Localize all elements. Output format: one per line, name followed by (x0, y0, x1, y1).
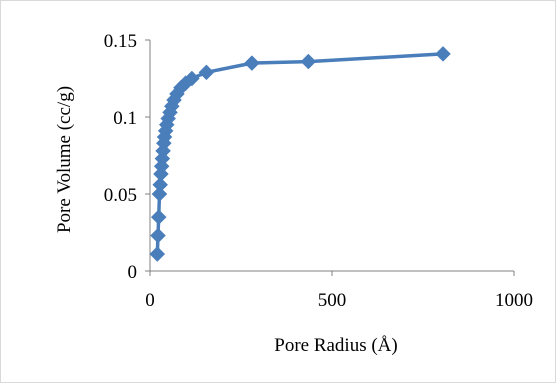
data-point-marker (244, 55, 260, 71)
y-tick-label: 0.15 (104, 31, 137, 52)
data-point-marker (150, 209, 167, 225)
y-tick-label: 0.1 (113, 108, 137, 129)
data-point-marker (198, 64, 215, 81)
data-point-marker (150, 227, 166, 244)
y-ticks: 0 0.05 0.1 0.15 (104, 31, 150, 283)
y-tick-label: 0 (128, 262, 138, 283)
x-tick-label: 0 (145, 290, 155, 311)
x-ticks: 0 500 1000 (145, 271, 533, 311)
data-point-marker (152, 176, 169, 193)
series-layer (149, 46, 451, 262)
data-point-marker (184, 70, 200, 87)
data-point-marker (149, 246, 166, 262)
x-tick-label: 1000 (495, 290, 533, 311)
data-point-marker (300, 53, 317, 70)
series-line (155, 52, 444, 255)
x-axis-title: Pore Radius (Å) (274, 335, 397, 356)
y-tick-label: 0.05 (104, 185, 137, 206)
data-point-marker (435, 46, 451, 62)
data-point-marker (151, 186, 168, 202)
x-tick-label: 500 (318, 290, 347, 311)
y-axis-title: Pore Volume (cc/g) (54, 86, 75, 233)
